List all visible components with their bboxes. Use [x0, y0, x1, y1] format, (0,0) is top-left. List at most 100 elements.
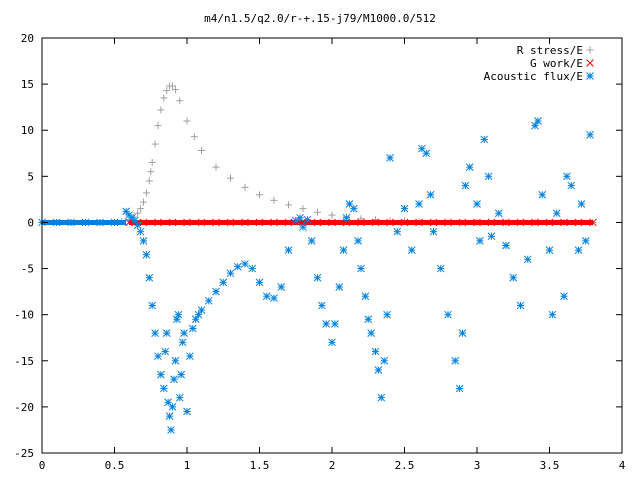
data-point [190, 133, 198, 141]
y-tick-label: -10 [14, 309, 34, 322]
data-point [165, 412, 174, 420]
data-point [130, 216, 139, 225]
y-tick-label: -15 [14, 355, 34, 368]
legend-label: G work/E [530, 57, 583, 70]
x-tick-label: 3 [474, 459, 481, 472]
data-point [436, 264, 445, 273]
data-point [270, 294, 278, 302]
data-point [147, 168, 155, 176]
data-point [349, 204, 358, 213]
data-point [567, 181, 576, 190]
data-point [248, 264, 257, 273]
data-point [174, 310, 183, 319]
data-point [383, 310, 391, 319]
legend-item: R stress/E [517, 44, 594, 57]
data-point [159, 384, 168, 393]
data-point [322, 320, 331, 328]
data-point [487, 218, 496, 227]
data-point [157, 106, 165, 114]
chart-title: m4/n1.5/q2.0/r-+.15-j79/M1000.0/512 [204, 12, 436, 25]
data-point [314, 208, 321, 216]
data-point [377, 393, 386, 402]
data-point [494, 209, 503, 218]
data-point [328, 338, 336, 347]
data-point [148, 159, 156, 166]
data-point [386, 154, 394, 162]
data-point [188, 324, 197, 333]
data-point [473, 218, 481, 227]
data-point [339, 246, 348, 254]
data-point [162, 329, 171, 337]
data-point [422, 149, 431, 158]
data-point [255, 278, 264, 287]
data-point [198, 147, 205, 155]
y-tick-label: 0 [27, 216, 34, 229]
data-point [284, 246, 293, 254]
x-tick-label: 1 [184, 459, 191, 472]
data-point [560, 292, 568, 301]
data-point [170, 375, 178, 384]
data-point [563, 172, 571, 181]
data-point [480, 135, 489, 144]
data-point [67, 218, 75, 227]
data-point [134, 209, 142, 217]
data-point [212, 218, 220, 227]
data-point [458, 329, 467, 337]
data-point [168, 218, 177, 227]
x-tick-label: 2.5 [395, 459, 415, 472]
data-point [455, 384, 464, 393]
data-point [262, 292, 271, 301]
data-point [487, 232, 496, 241]
data-point [160, 94, 168, 102]
data-point [204, 296, 213, 305]
data-point [331, 320, 339, 328]
data-point [476, 237, 484, 245]
data-point [374, 366, 383, 374]
data-point [183, 117, 191, 125]
data-point [137, 205, 145, 213]
data-point [354, 237, 362, 245]
data-point [171, 356, 180, 365]
data-point [574, 246, 583, 254]
data-point [296, 213, 304, 222]
data-point [233, 262, 242, 271]
x-tick-label: 1.5 [250, 459, 270, 472]
data-point [175, 393, 184, 402]
data-point [335, 283, 344, 291]
data-point [183, 218, 191, 227]
y-tick-label: -25 [14, 447, 34, 460]
data-point [191, 315, 200, 324]
plot-frame [41, 37, 623, 454]
data-point [255, 218, 264, 227]
data-point [139, 237, 148, 245]
data-point [451, 356, 460, 365]
data-point [241, 260, 249, 268]
data-point [461, 181, 470, 190]
data-point [502, 218, 510, 227]
data-point [157, 370, 165, 379]
data-point [371, 218, 380, 227]
data-point [180, 329, 188, 337]
data-point [586, 130, 594, 139]
data-point [299, 223, 307, 231]
legend-label: R stress/E [517, 44, 583, 57]
data-point [110, 218, 119, 227]
data-point [502, 241, 510, 250]
data-point [548, 310, 557, 319]
data-point [145, 177, 153, 185]
data-point [357, 264, 365, 273]
data-point [531, 218, 539, 227]
data-point [145, 273, 154, 282]
data-point [534, 117, 542, 125]
data-point [172, 315, 181, 324]
legend-marker [586, 46, 594, 54]
data-point [154, 122, 162, 130]
series-1 [125, 218, 597, 227]
y-tick-label: -20 [14, 401, 34, 414]
legend-item: G work/E [530, 57, 594, 70]
data-point [581, 237, 590, 245]
data-point [552, 209, 561, 218]
series-2 [38, 117, 594, 434]
data-point [226, 269, 235, 278]
